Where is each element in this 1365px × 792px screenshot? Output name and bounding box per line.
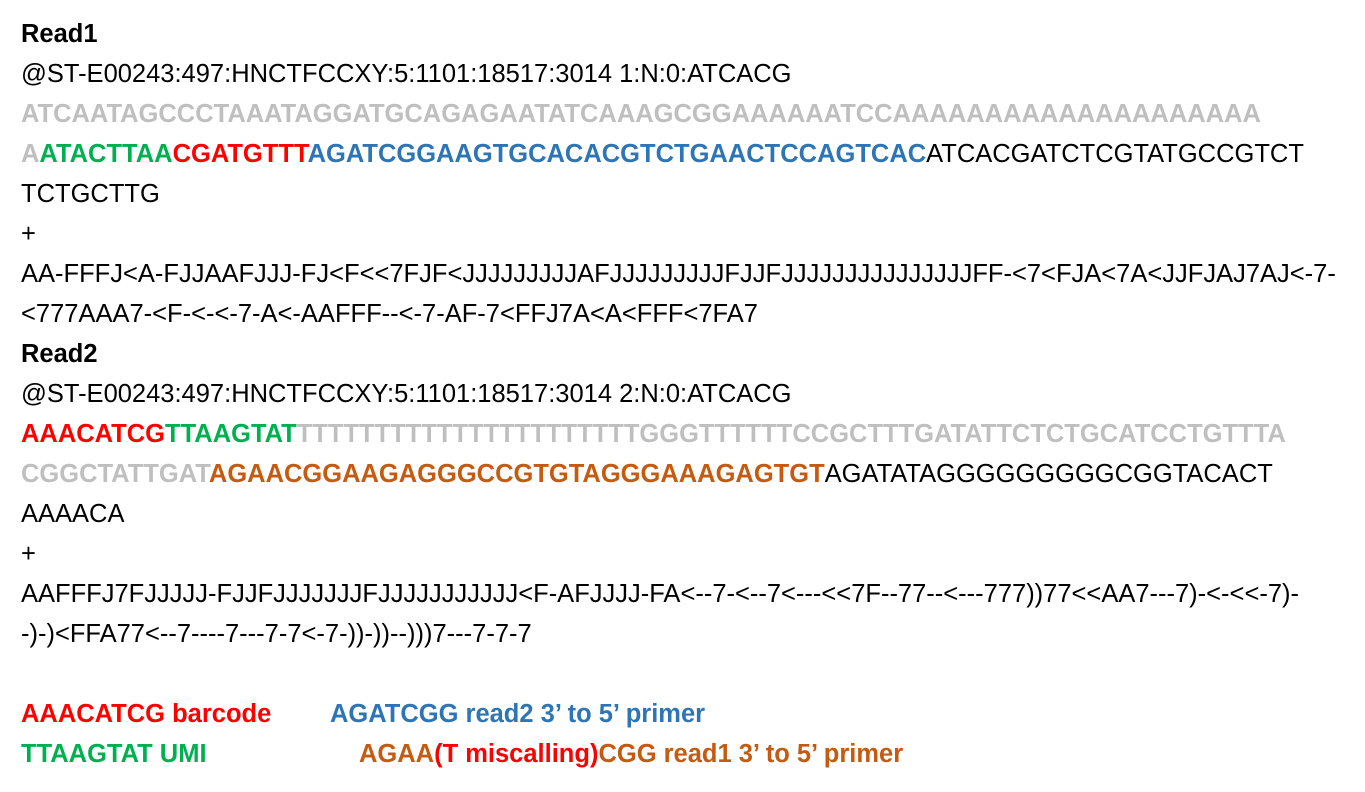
- legend-read1-primer: AGAA(T miscalling)CGG read1 3’ to 5’ pri…: [359, 734, 903, 774]
- read1-quality-line2: <777AAA7-<F-<-<-7-A<-AAFFF--<-7-AF-7<FFJ…: [21, 300, 758, 328]
- read2-sequence-line1: AAACATCGTTAAGTATTTTTTTTTTTTTTTTTTTTTTTGG…: [21, 414, 1351, 454]
- legend-umi: TTAAGTAT UMI: [21, 740, 207, 768]
- read2-umi-segment: TTAAGTAT: [165, 420, 297, 448]
- legend-read1-primer-c: CGG read1 3’ to 5’ primer: [598, 740, 904, 768]
- read2-quality-line2: -)-)<FFA77<--7----7---7-7<-7-))-))--)))7…: [21, 620, 532, 648]
- read1-sequence-line1: ATCAATAGCCCTAAATAGGATGCAGAGAATATCAAAGCGG…: [21, 100, 1261, 128]
- read2-insert-segment: TTTTTTTTTTTTTTTTTTTTTTGGGTTTTTTCCGCTTTGA…: [296, 420, 1286, 448]
- read1-adapter-segment: A: [21, 140, 40, 168]
- read1-quality-line1: AA-FFFJ<A-FJJAAFJJJ-FJ<F<<7FJF<JJJJJJJJJ…: [21, 260, 1336, 288]
- read1-primer-segment: AGATCGGAAGTGCACACGTCTGAACTCCAGTCAC: [307, 140, 927, 168]
- spacer: [21, 654, 1351, 694]
- read2-sequence-line2: CGGCTATTGATAGAACGGAAGAGGGCCGTGTAGGGAAAGA…: [21, 454, 1351, 494]
- read2-sequence-line3: AAAACA: [21, 500, 125, 528]
- read2-insert-tail-segment: CGGCTATTGAT: [21, 460, 209, 488]
- read2-header: @ST-E00243:497:HNCTFCCXY:5:1101:18517:30…: [21, 380, 792, 408]
- read1-title: Read1: [21, 20, 98, 48]
- read1-plus: +: [21, 220, 36, 248]
- read1-header: @ST-E00243:497:HNCTFCCXY:5:1101:18517:30…: [21, 60, 792, 88]
- read1-barcode-segment: CGATGTTT: [172, 140, 308, 168]
- legend-read1-primer-miscall: (T miscalling): [434, 740, 599, 768]
- legend-row-1: AAACATCG barcode AGATCGG read2 3’ to 5’ …: [21, 694, 1351, 734]
- read2-barcode-segment: AAACATCG: [21, 420, 166, 448]
- legend-row-2: TTAAGTAT UMI AGAA(T miscalling)CGG read1…: [21, 734, 1351, 774]
- read2-primer-segment: AGAACGGAAGAGGGCCGTGTAGGGAAAGAGTGT: [208, 460, 825, 488]
- legend-read1-primer-a: AGAA: [359, 740, 435, 768]
- fastq-annotation: Read1 @ST-E00243:497:HNCTFCCXY:5:1101:18…: [21, 14, 1351, 774]
- legend-barcode: AAACATCG barcode: [21, 700, 272, 728]
- read2-tail-segment: AGATATAGGGGGGGGGCGGTACACT: [824, 460, 1273, 488]
- read2-quality-line1: AAFFFJ7FJJJJJ-FJJFJJJJJJJFJJJJJJJJJJJ<F-…: [21, 580, 1299, 608]
- read2-title: Read2: [21, 340, 98, 368]
- read1-sequence-line2: AATACTTAACGATGTTTAGATCGGAAGTGCACACGTCTGA…: [21, 134, 1351, 174]
- read1-umi-segment: ATACTTAA: [39, 140, 173, 168]
- read1-sequence-line3: TCTGCTTG: [21, 180, 160, 208]
- read2-plus: +: [21, 540, 36, 568]
- legend-read2-primer: AGATCGG read2 3’ to 5’ primer: [330, 700, 706, 728]
- read1-tail-segment: ATCACGATCTCGTATGCCGTCT: [926, 140, 1304, 168]
